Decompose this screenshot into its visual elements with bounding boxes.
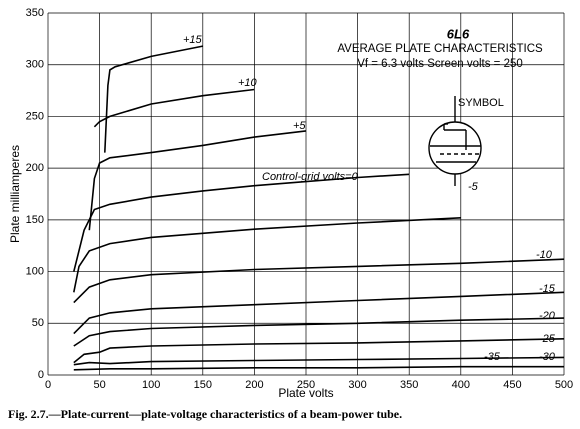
x-tick-label: 350 <box>400 379 418 391</box>
y-axis-label: Plate milliamperes <box>8 145 22 243</box>
series-label: +5 <box>293 120 306 132</box>
curve <box>104 45 203 153</box>
series-label: -10 <box>536 249 553 261</box>
x-tick-label: 500 <box>555 379 573 391</box>
plot: 0 50 100 150 200 250 300 350 0 50 100 150 200 250 300 3… <box>26 7 574 391</box>
y-tick-label: 250 <box>26 110 44 122</box>
x-tick-label: 300 <box>348 379 366 391</box>
caption: Fig. 2.7.—Plate-current—plate-voltage ch… <box>8 407 402 421</box>
curve <box>73 338 565 364</box>
x-axis-label: Plate volts <box>278 386 333 400</box>
curve <box>88 130 307 231</box>
y-tick-label: 300 <box>26 59 44 71</box>
annotation: Vf = 6.3 volts Screen volts = 250 <box>357 58 523 70</box>
x-tick-label: 100 <box>142 379 160 391</box>
series-label: -35 <box>484 351 501 363</box>
curve <box>73 365 564 371</box>
series-label: +15 <box>183 34 203 46</box>
y-tick-label: 50 <box>32 317 44 329</box>
curve <box>73 217 461 293</box>
annotation: SYMBOL <box>458 97 504 109</box>
x-tick-label: 200 <box>245 379 263 391</box>
y-tick-label: 150 <box>26 214 44 226</box>
curve <box>73 317 565 347</box>
series-label: +10 <box>238 77 258 89</box>
curve <box>73 291 565 335</box>
x-tick-label: 400 <box>452 379 470 391</box>
tube-symbol <box>428 96 482 186</box>
series-label: -25 <box>539 333 556 345</box>
series-label: -20 <box>539 310 556 322</box>
x-tick-label: 150 <box>194 379 212 391</box>
y-tick-label: 200 <box>26 162 44 174</box>
series-label: -30 <box>539 351 556 363</box>
series-label: -15 <box>539 283 556 295</box>
x-tick-label: 250 <box>297 379 315 391</box>
curve <box>93 88 255 128</box>
curve <box>73 258 565 304</box>
x-tick-label: 0 <box>45 379 51 391</box>
y-tick-label: 350 <box>26 7 44 19</box>
curve <box>73 356 565 366</box>
x-tick-label: 450 <box>503 379 521 391</box>
y-tick-label: 100 <box>26 265 44 277</box>
chart-subtitle: AVERAGE PLATE CHARACTERISTICS <box>337 43 543 55</box>
series-label: -5 <box>468 181 479 193</box>
x-tick-label: 50 <box>93 379 105 391</box>
y-tick-label: 0 <box>38 369 44 381</box>
series-label: Control-grid volts=0 <box>262 171 359 183</box>
chart-title: 6L6 <box>447 26 470 41</box>
curve <box>73 173 410 272</box>
